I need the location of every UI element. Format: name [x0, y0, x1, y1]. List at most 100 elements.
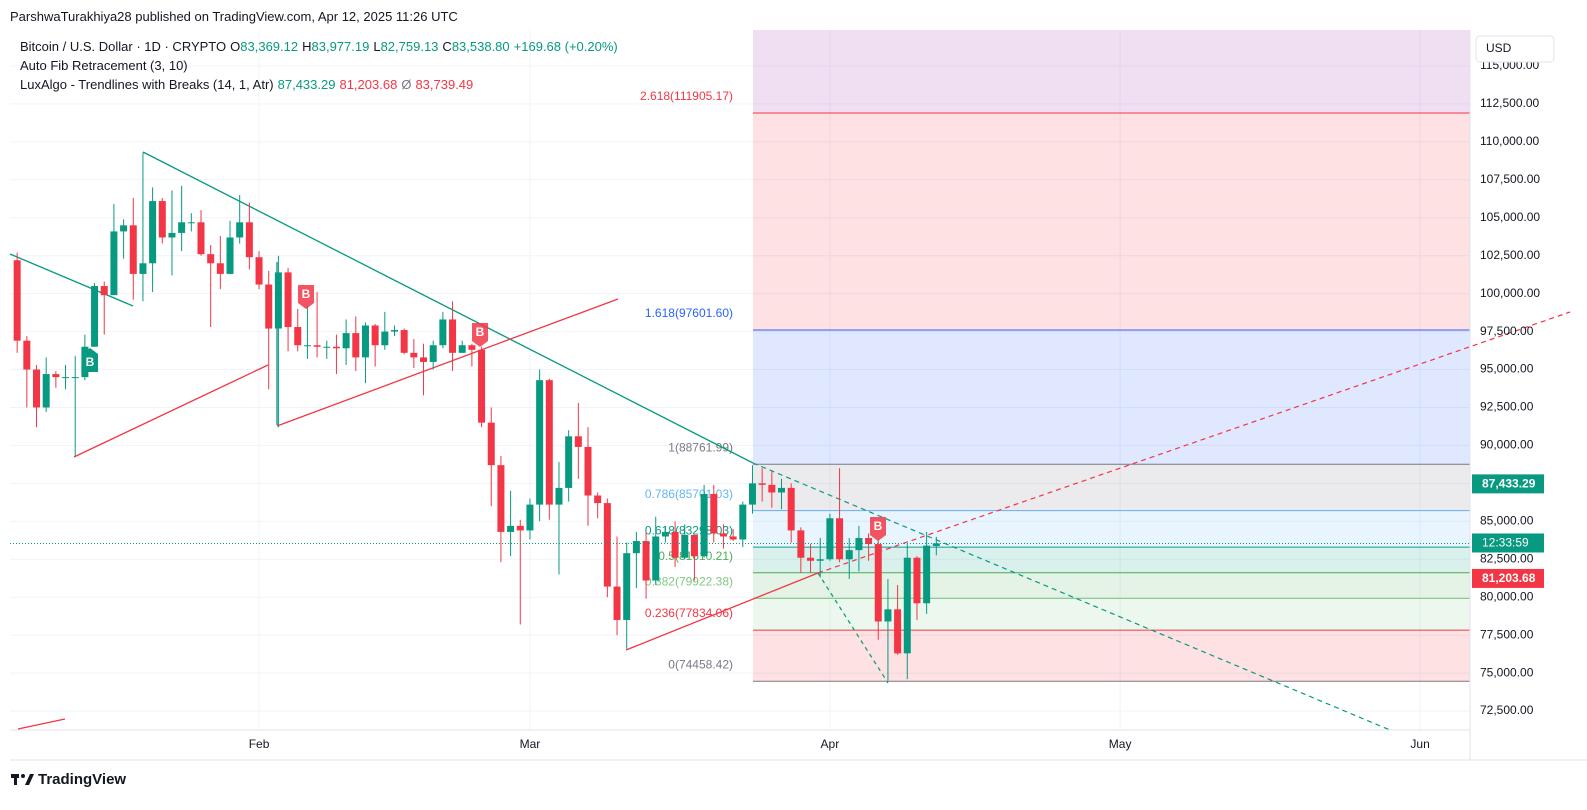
candle-body	[623, 553, 631, 620]
candle-body	[874, 544, 882, 622]
candle-body	[449, 319, 457, 353]
countdown: 12:33:59	[1482, 536, 1529, 550]
candle-body	[584, 446, 592, 496]
candle-body	[487, 422, 495, 466]
candle-body	[255, 257, 263, 285]
candle-body	[642, 541, 650, 581]
candle-body	[526, 504, 534, 531]
candle-body	[149, 201, 157, 264]
candle-body	[797, 530, 805, 558]
fib-zone	[753, 112, 1470, 331]
plot-area	[10, 30, 1470, 730]
candle-body	[129, 225, 137, 274]
y-tick-label: 90,000.00	[1480, 438, 1534, 452]
candle-body	[274, 272, 282, 329]
candle-body	[729, 536, 737, 540]
symbol: Bitcoin / U.S. Dollar · 1D · CRYPTO	[20, 39, 227, 54]
candle-body	[168, 232, 176, 238]
candle-body	[787, 487, 795, 531]
candle-body	[13, 260, 21, 341]
fib-label: 0.786(85701.03)	[645, 487, 733, 501]
y-tick-label: 112,500.00	[1480, 96, 1539, 110]
x-tick-label: Mar	[520, 737, 541, 751]
break-marker	[298, 285, 314, 309]
candle-body	[865, 538, 873, 545]
fib-zone	[753, 630, 1470, 682]
trendlines	[9, 151, 1571, 731]
y-tick-label: 85,000.00	[1480, 513, 1534, 527]
x-tick-label: Feb	[249, 737, 270, 751]
indicator: LuxAlgo - Trendlines with Breaks (14, 1,…	[20, 77, 477, 92]
break-label: B	[302, 287, 311, 301]
candle-body	[313, 345, 321, 347]
y-tick-label: 80,000.00	[1480, 589, 1534, 603]
currency[interactable]: USD	[1486, 41, 1512, 55]
brand: TradingView	[38, 771, 126, 788]
candle-body	[555, 487, 563, 505]
trendline	[17, 718, 66, 730]
candle-body	[342, 333, 350, 349]
candle-body	[197, 222, 205, 255]
ohlc-key: O	[230, 39, 241, 54]
candle-body	[507, 525, 515, 532]
candle-body	[120, 225, 128, 232]
candle-body	[710, 493, 718, 534]
price-label: 81,203.68	[1482, 571, 1536, 585]
currency-box[interactable]	[1475, 35, 1555, 63]
fib-label: 2.618(111905.17)	[640, 89, 733, 103]
candle-body	[110, 231, 118, 296]
break-marker	[870, 517, 886, 541]
candle-body	[671, 531, 679, 558]
candle-body	[226, 237, 234, 274]
candle-body	[400, 330, 408, 353]
candle-body	[91, 286, 99, 347]
fib-zone	[753, 464, 1470, 511]
candle-body	[807, 557, 815, 561]
indicator-name: LuxAlgo - Trendlines with Breaks (14, 1,…	[20, 77, 274, 92]
fib-label: 0.618(83298.03)	[645, 523, 733, 537]
candle-body	[932, 543, 940, 547]
fib-zone	[753, 547, 1470, 573]
ohlc-key: H	[302, 39, 312, 54]
candle-body	[894, 609, 902, 654]
candle-body	[381, 331, 389, 346]
candle-body	[236, 222, 244, 238]
y-tick-label: 75,000.00	[1480, 665, 1534, 679]
grid	[10, 30, 1470, 730]
x-tick-label: Apr	[821, 737, 840, 751]
fib-zone	[753, 598, 1470, 631]
indicator-value: 81,203.68	[339, 77, 398, 92]
trendline	[142, 151, 754, 464]
trendline-ext	[817, 572, 889, 684]
candle-body	[429, 345, 437, 362]
candle-body	[410, 352, 418, 358]
break-marker	[82, 348, 98, 372]
candle-body	[216, 263, 224, 274]
break-label: B	[476, 325, 485, 339]
candle-body	[303, 345, 311, 347]
candle-body	[187, 222, 195, 224]
ohlc-key: C	[442, 39, 452, 54]
candle-body	[468, 345, 476, 350]
ohlc-key: L	[373, 39, 381, 54]
candle-body	[23, 340, 31, 370]
candle-body	[816, 559, 824, 561]
candle-body	[207, 254, 215, 264]
candle-body	[903, 557, 911, 654]
candle-body	[439, 319, 447, 346]
axes: 72,500.00 75,000.00 77,500.00 80,000.00 82,5…	[10, 58, 1544, 751]
candle-body	[778, 487, 786, 493]
logo-part	[14, 774, 17, 785]
candle-body	[913, 557, 921, 604]
fib-zone	[753, 330, 1470, 465]
fib-zone	[753, 30, 1470, 113]
candle-body	[719, 533, 727, 537]
logo	[11, 774, 34, 785]
candle-body	[826, 518, 834, 560]
candle-body	[265, 284, 273, 329]
candle-body	[458, 345, 466, 353]
indicator: Auto Fib Retracement (3, 10)	[20, 58, 188, 73]
y-tick-label: 97,500.00	[1480, 324, 1534, 338]
candle-body	[923, 545, 931, 604]
